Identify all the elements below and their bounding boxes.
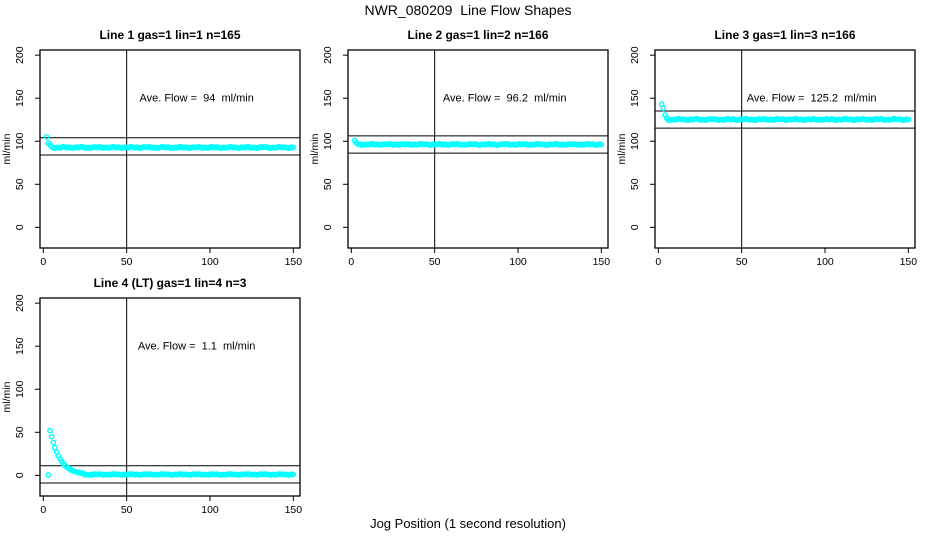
y-tick-label: 150 bbox=[322, 89, 334, 107]
y-tick-label: 150 bbox=[14, 89, 26, 107]
figure-title: NWR_080209 Line Flow Shapes bbox=[364, 2, 572, 18]
y-tick-label: 200 bbox=[322, 46, 334, 64]
flow-chart-svg: 0 50 100 150 200 0 50 100 150 ml/min Line 4 (LT) g… bbox=[1, 276, 303, 516]
x-tick-label: 50 bbox=[121, 256, 133, 268]
plot-box bbox=[347, 49, 609, 249]
avg-flow-annotation: Ave. Flow = 94 ml/min bbox=[139, 93, 253, 105]
avg-flow-annotation: Ave. Flow = 96.2 ml/min bbox=[443, 93, 567, 105]
y-axis-label: ml/min bbox=[2, 381, 13, 412]
panel-line-4: 0 50 100 150 200 0 50 100 150 ml/min Line 4 (LT) g… bbox=[1, 270, 314, 518]
x-tick-label: 150 bbox=[593, 256, 611, 268]
x-tick-label: 50 bbox=[121, 504, 133, 516]
y-tick-label: 50 bbox=[14, 178, 26, 190]
data-point bbox=[290, 144, 297, 151]
y-tick-label: 50 bbox=[629, 178, 641, 190]
data-point bbox=[598, 141, 605, 148]
flow-chart-svg: 0 50 100 150 200 0 50 100 150 ml/min Line 2 gas=1 … bbox=[309, 28, 611, 268]
x-tick-label: 0 bbox=[40, 256, 46, 268]
y-tick-label: 150 bbox=[629, 89, 641, 107]
y-tick-label: 0 bbox=[14, 224, 26, 230]
x-tick-label: 100 bbox=[509, 256, 527, 268]
panel-title: Line 4 (LT) gas=1 lin=4 n=3 bbox=[94, 276, 247, 290]
avg-flow-annotation: Ave. Flow = 125.2 ml/min bbox=[747, 93, 877, 105]
data-point bbox=[43, 134, 50, 140]
y-tick-label: 0 bbox=[322, 224, 334, 230]
panel-title: Line 2 gas=1 lin=2 n=166 bbox=[407, 28, 548, 42]
panel-title: Line 1 gas=1 lin=1 n=165 bbox=[99, 28, 240, 42]
data-point bbox=[290, 471, 297, 478]
x-tick-label: 0 bbox=[40, 504, 46, 516]
x-tick-label: 100 bbox=[201, 256, 219, 268]
y-tick-label: 200 bbox=[629, 46, 641, 64]
avg-flow-annotation: Ave. Flow = 1.1 ml/min bbox=[138, 341, 255, 353]
data-point bbox=[47, 427, 53, 434]
flow-chart-svg: 0 50 100 150 200 0 50 100 150 ml/min Line 3 gas=1 … bbox=[616, 28, 918, 268]
y-tick-label: 0 bbox=[14, 472, 26, 478]
panel-line-3: 0 50 100 150 200 0 50 100 150 ml/min Line 3 gas=1 … bbox=[616, 22, 929, 270]
flow-chart-svg: 0 50 100 150 200 0 50 100 150 ml/min Line 1 gas=1 … bbox=[1, 28, 303, 268]
x-tick-label: 0 bbox=[348, 256, 354, 268]
x-tick-label: 100 bbox=[816, 256, 834, 268]
panel-title: Line 3 gas=1 lin=3 n=166 bbox=[714, 28, 855, 42]
y-tick-label: 200 bbox=[14, 46, 26, 64]
panel-line-2: 0 50 100 150 200 0 50 100 150 ml/min Line 2 gas=1 … bbox=[309, 22, 622, 270]
y-tick-label: 100 bbox=[322, 132, 334, 150]
y-tick-label: 150 bbox=[14, 337, 26, 355]
x-tick-label: 50 bbox=[429, 256, 441, 268]
data-point bbox=[905, 116, 912, 123]
y-tick-label: 100 bbox=[629, 132, 641, 150]
x-axis-caption: Jog Position (1 second resolution) bbox=[370, 516, 566, 531]
data-point bbox=[48, 433, 55, 440]
panel-line-1: 0 50 100 150 200 0 50 100 150 ml/min Line 1 gas=1 … bbox=[1, 22, 314, 270]
x-tick-label: 50 bbox=[736, 256, 748, 268]
y-axis-label: ml/min bbox=[2, 133, 13, 164]
y-tick-label: 50 bbox=[14, 426, 26, 438]
x-tick-label: 150 bbox=[285, 256, 303, 268]
x-tick-label: 150 bbox=[285, 504, 303, 516]
x-tick-label: 100 bbox=[201, 504, 219, 516]
data-point bbox=[50, 439, 57, 446]
y-tick-label: 200 bbox=[14, 294, 26, 312]
plot-box bbox=[39, 297, 301, 497]
y-tick-label: 50 bbox=[322, 178, 334, 190]
x-tick-label: 0 bbox=[655, 256, 661, 268]
y-tick-label: 100 bbox=[14, 380, 26, 398]
y-axis-label: ml/min bbox=[310, 133, 321, 164]
data-point bbox=[45, 471, 52, 478]
y-tick-label: 0 bbox=[629, 224, 641, 230]
data-point bbox=[660, 105, 667, 112]
plot-box bbox=[39, 49, 301, 249]
y-tick-label: 100 bbox=[14, 132, 26, 150]
y-axis-label: ml/min bbox=[617, 133, 628, 164]
plot-box bbox=[654, 49, 916, 249]
x-tick-label: 150 bbox=[900, 256, 918, 268]
